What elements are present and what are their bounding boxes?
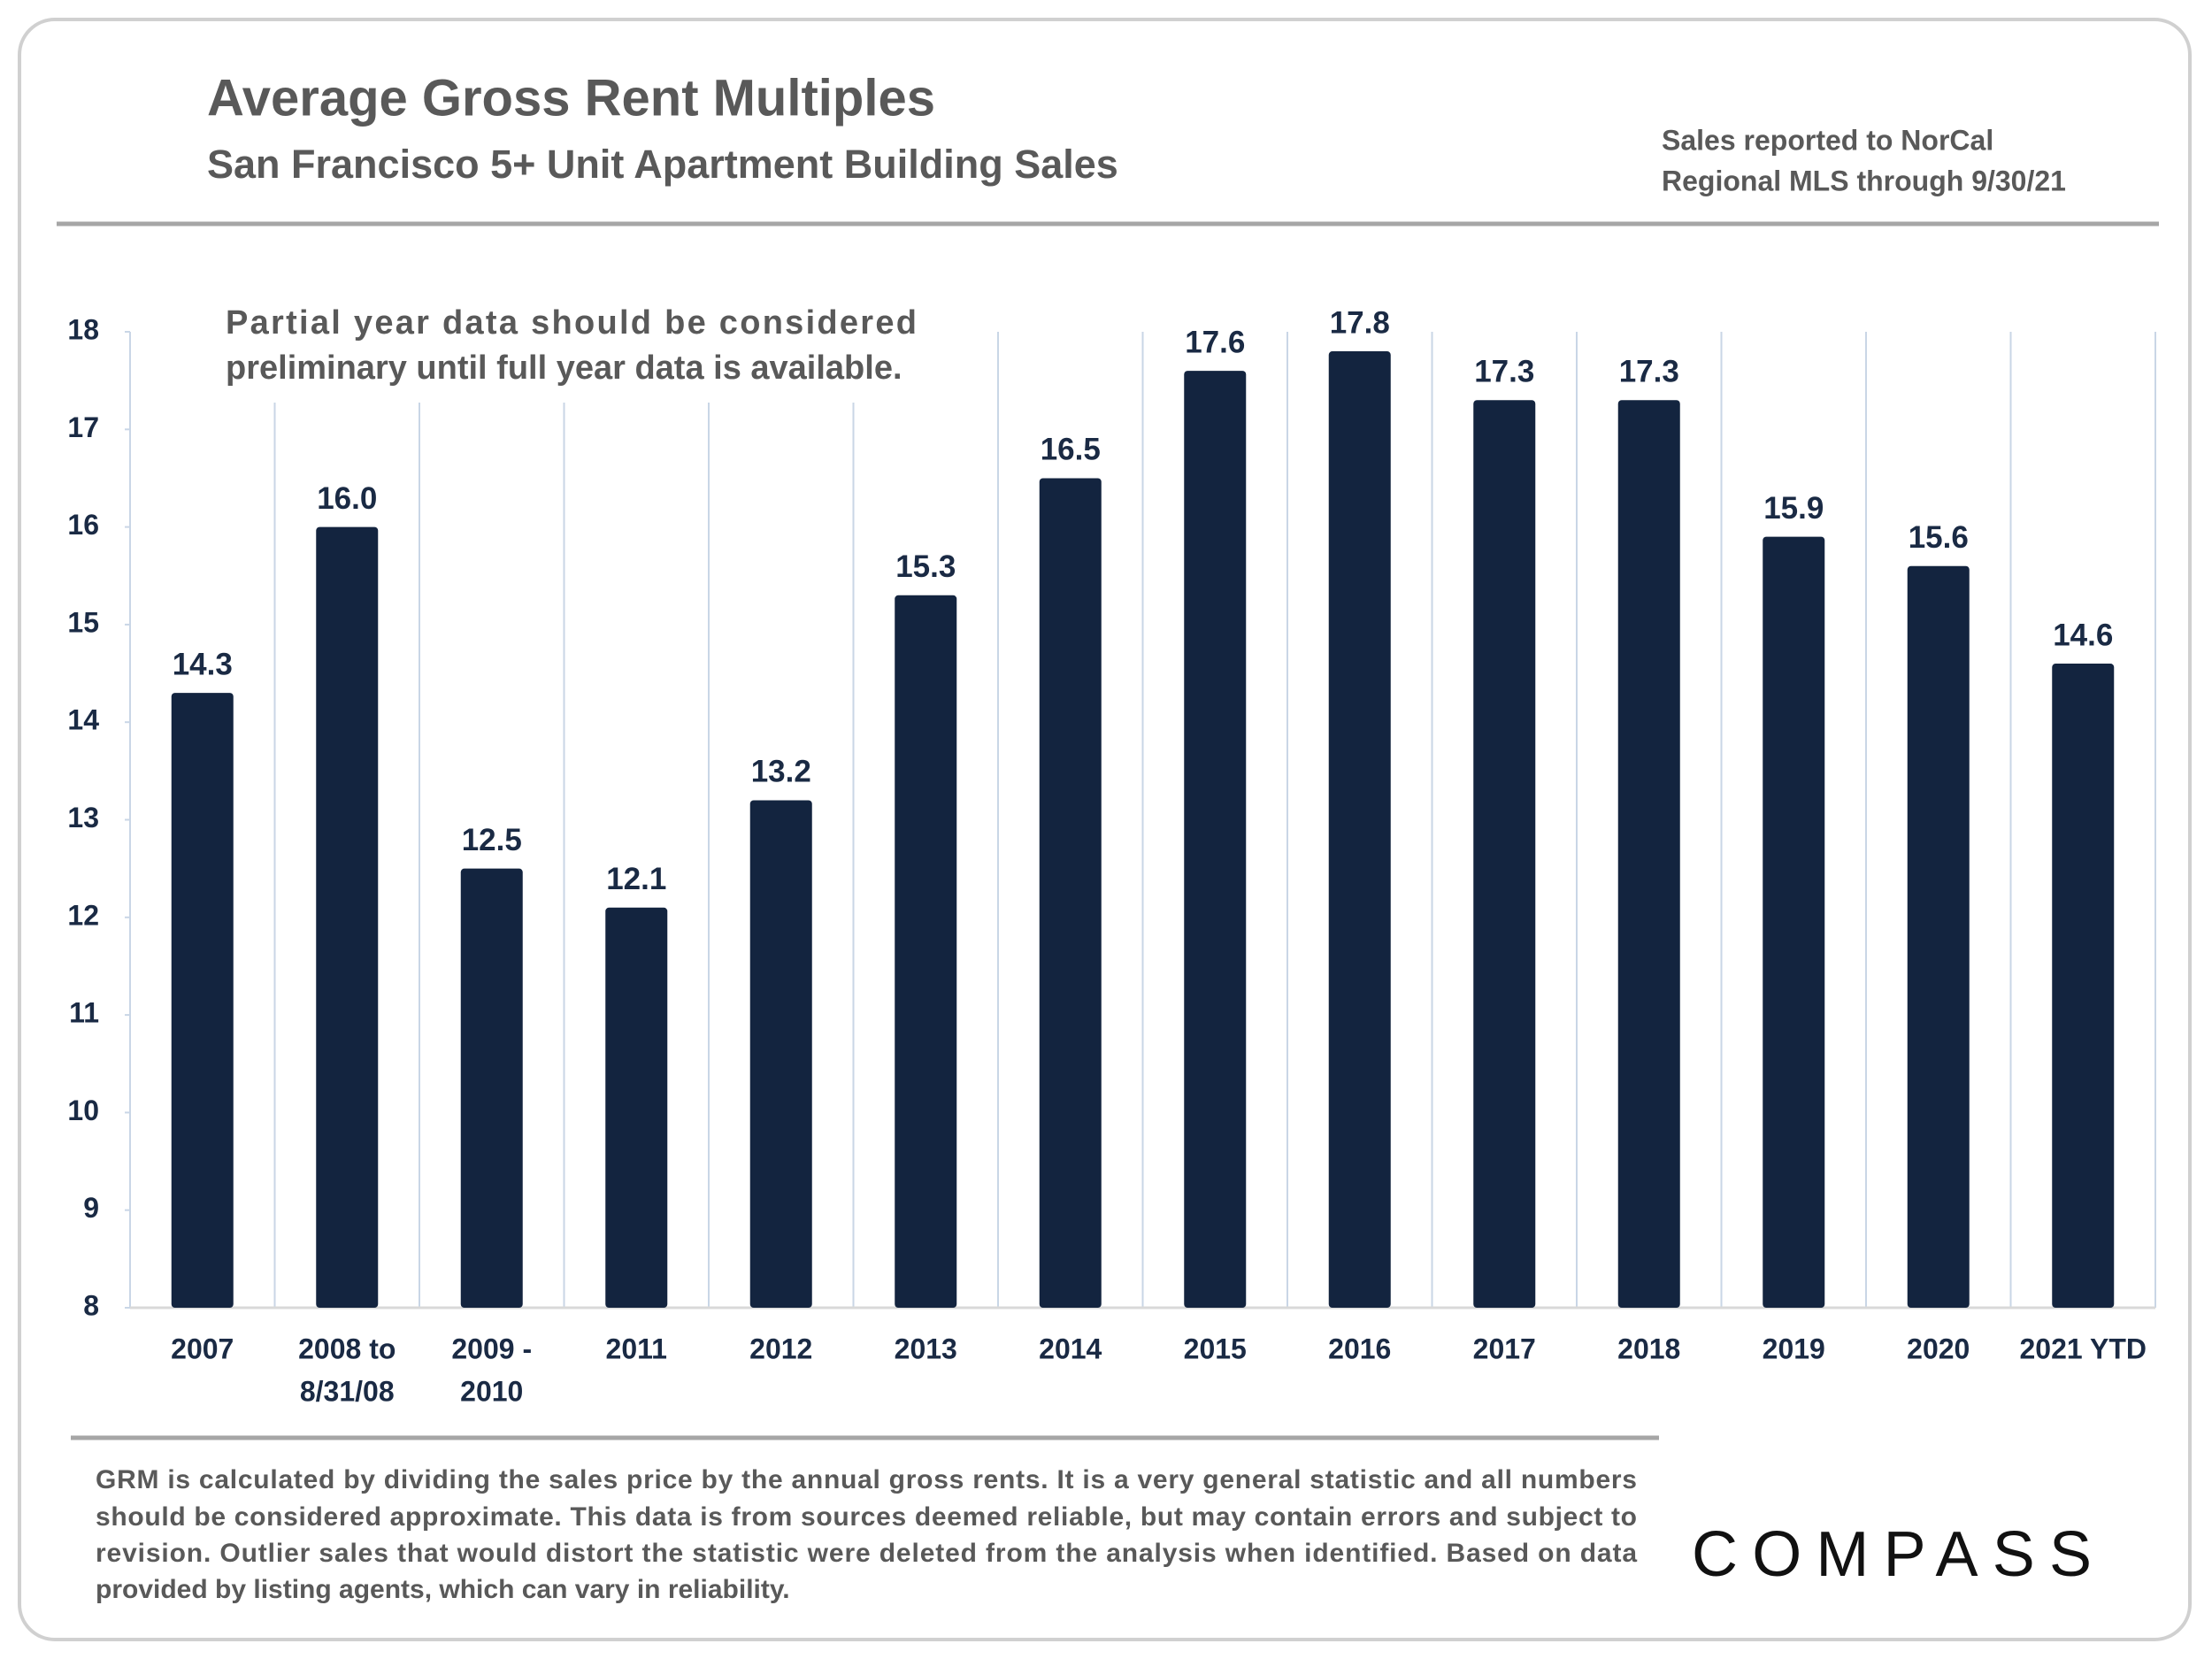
y-tick-label: 17 bbox=[67, 411, 99, 443]
source-note: Sales reported to NorCal bbox=[1662, 124, 1993, 156]
annotation-background bbox=[212, 301, 933, 403]
bar bbox=[895, 595, 957, 1308]
x-tick-label: 2012 bbox=[749, 1333, 812, 1364]
bar bbox=[171, 693, 234, 1308]
value-label: 16.0 bbox=[317, 481, 377, 516]
x-tick-label: 2011 bbox=[606, 1333, 667, 1364]
x-tick-label: 2015 bbox=[1184, 1333, 1247, 1364]
x-tick-label: 2017 bbox=[1473, 1333, 1536, 1364]
y-tick-label: 8 bbox=[83, 1289, 99, 1321]
x-tick-label: 2013 bbox=[895, 1333, 957, 1364]
annotation: preliminary until full year data is avai… bbox=[226, 349, 902, 387]
value-label: 12.1 bbox=[606, 862, 666, 896]
bar bbox=[316, 526, 379, 1308]
y-tick-label: 12 bbox=[67, 899, 99, 931]
x-tick-label: 2021 YTD bbox=[2020, 1333, 2147, 1364]
value-label: 15.6 bbox=[1909, 520, 1969, 555]
bar bbox=[1184, 371, 1247, 1308]
y-tick-label: 13 bbox=[67, 802, 99, 833]
x-tick-label: 2007 bbox=[171, 1333, 234, 1364]
value-label: 16.5 bbox=[1041, 433, 1101, 467]
value-label: 13.2 bbox=[751, 755, 811, 789]
footnote: provided by listing agents, which can va… bbox=[96, 1575, 790, 1604]
value-label: 17.3 bbox=[1474, 354, 1534, 388]
x-tick-label: 2008 to bbox=[298, 1333, 396, 1364]
x-tick-label: 2019 bbox=[1763, 1333, 1825, 1364]
value-label: 17.3 bbox=[1619, 354, 1679, 388]
value-label: 14.6 bbox=[2053, 618, 2113, 652]
x-tick-label: 8/31/08 bbox=[300, 1375, 395, 1407]
x-tick-label: 2010 bbox=[460, 1375, 523, 1407]
bar bbox=[1039, 478, 1102, 1308]
y-tick-label: 11 bbox=[69, 997, 99, 1029]
footnote: GRM is calculated by dividing the sales … bbox=[96, 1465, 1637, 1494]
x-tick-label: 2018 bbox=[1617, 1333, 1680, 1364]
footnote: should be considered approximate. This d… bbox=[96, 1502, 1637, 1532]
y-tick-label: 10 bbox=[67, 1094, 99, 1126]
x-tick-label: 2009 - bbox=[451, 1333, 532, 1364]
bar bbox=[605, 907, 668, 1308]
chart-subtitle: San Francisco 5+ Unit Apartment Building… bbox=[207, 142, 1118, 187]
value-label: 17.8 bbox=[1330, 305, 1390, 340]
value-label: 12.5 bbox=[462, 823, 522, 857]
x-tick-label: 2014 bbox=[1039, 1333, 1102, 1364]
y-tick-label: 18 bbox=[67, 313, 99, 345]
logo: COMPASS bbox=[1692, 1519, 2092, 1590]
source-note: Regional MLS through 9/30/21 bbox=[1662, 165, 2066, 196]
value-label: 17.6 bbox=[1185, 325, 1245, 359]
value-label: 15.9 bbox=[1763, 491, 1824, 526]
bar bbox=[1617, 400, 1680, 1309]
bar bbox=[1907, 565, 1970, 1308]
chart-title: Average Gross Rent Multiples bbox=[207, 69, 935, 127]
x-tick-label: 2016 bbox=[1328, 1333, 1391, 1364]
y-tick-label: 9 bbox=[83, 1192, 99, 1224]
bar bbox=[2052, 664, 2115, 1308]
bar bbox=[1473, 400, 1536, 1309]
bar bbox=[460, 868, 523, 1308]
footnote: revision. Outlier sales that would disto… bbox=[96, 1539, 1637, 1568]
y-tick-label: 16 bbox=[67, 509, 99, 541]
value-label: 14.3 bbox=[173, 647, 233, 681]
bar bbox=[749, 800, 812, 1308]
x-tick-label: 2020 bbox=[1907, 1333, 1970, 1364]
value-label: 15.3 bbox=[895, 549, 956, 584]
y-tick-label: 14 bbox=[67, 704, 99, 736]
bar bbox=[1328, 351, 1391, 1308]
bar bbox=[1763, 536, 1825, 1308]
plot: 8 9 10 11 12 13 14 15 16 17 18 14.3 2007 16.0 2008 to 8… bbox=[67, 305, 2156, 1407]
y-tick-label: 15 bbox=[67, 606, 99, 638]
